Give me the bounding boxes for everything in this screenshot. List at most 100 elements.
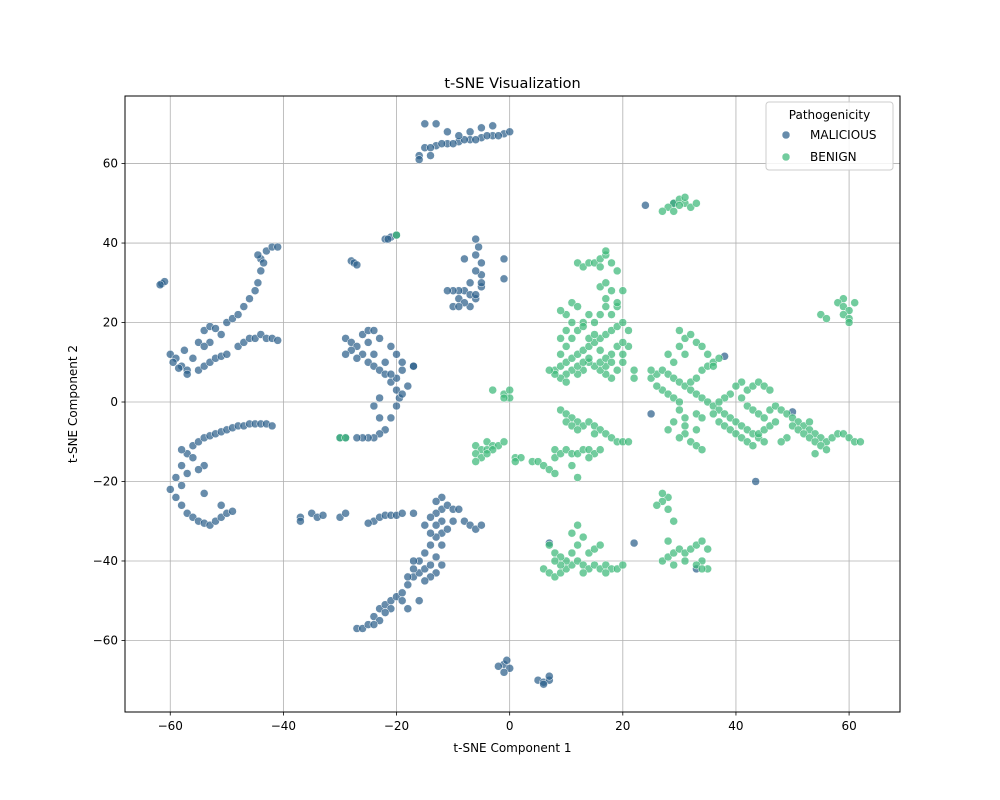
data-point-malicious bbox=[199, 489, 209, 498]
data-point-malicious bbox=[273, 242, 282, 252]
data-point-malicious bbox=[646, 409, 656, 419]
data-point-benign bbox=[499, 437, 509, 447]
data-point-malicious bbox=[454, 302, 464, 311]
data-point-benign bbox=[561, 377, 571, 387]
data-point-benign bbox=[499, 393, 509, 403]
data-point-malicious bbox=[180, 346, 189, 355]
data-point-benign bbox=[618, 318, 628, 327]
data-point-malicious bbox=[505, 127, 514, 137]
data-point-malicious bbox=[454, 505, 464, 514]
data-point-malicious bbox=[392, 350, 401, 359]
data-point-benign bbox=[680, 193, 690, 202]
data-point-benign bbox=[629, 373, 639, 383]
chart-title: t-SNE Visualization bbox=[444, 76, 580, 92]
data-point-malicious bbox=[397, 365, 407, 375]
data-point-malicious bbox=[397, 509, 407, 518]
data-point-benign bbox=[697, 342, 707, 351]
data-point-malicious bbox=[629, 538, 639, 548]
data-point-benign bbox=[669, 207, 678, 216]
data-point-malicious bbox=[448, 139, 458, 148]
data-point-malicious bbox=[363, 338, 373, 347]
data-point-benign bbox=[573, 540, 582, 550]
data-point-malicious bbox=[437, 540, 447, 550]
data-point-benign bbox=[844, 318, 854, 327]
data-point-malicious bbox=[239, 302, 249, 311]
x-axis-ticks: −60 −40 −20 0 20 40 60 bbox=[158, 712, 857, 733]
data-point-malicious bbox=[341, 350, 350, 359]
data-point-malicious bbox=[177, 481, 186, 490]
data-point-malicious bbox=[341, 509, 350, 518]
data-point-benign bbox=[731, 381, 741, 391]
data-point-malicious bbox=[426, 540, 435, 550]
data-point-benign bbox=[675, 326, 684, 335]
data-point-benign bbox=[567, 528, 577, 538]
data-point-malicious bbox=[256, 266, 266, 276]
legend-title: Pathogenicity bbox=[789, 108, 870, 122]
data-point-malicious bbox=[448, 516, 458, 526]
y-tick-label: −40 bbox=[93, 554, 118, 568]
data-point-benign bbox=[697, 536, 707, 546]
data-point-benign bbox=[822, 445, 831, 454]
data-point-malicious bbox=[471, 290, 480, 299]
data-point-malicious bbox=[403, 580, 413, 590]
data-point-malicious bbox=[383, 234, 393, 244]
data-point-benign bbox=[856, 437, 865, 447]
data-point-benign bbox=[697, 564, 707, 574]
data-point-malicious bbox=[253, 250, 263, 260]
data-point-benign bbox=[567, 334, 577, 343]
data-point-malicious bbox=[465, 127, 475, 137]
data-point-benign bbox=[675, 405, 684, 415]
data-point-malicious bbox=[194, 465, 203, 474]
data-point-malicious bbox=[431, 520, 441, 530]
x-tick-label: 20 bbox=[615, 719, 630, 733]
data-point-benign bbox=[663, 350, 673, 359]
data-point-malicious bbox=[482, 131, 492, 140]
y-tick-label: 40 bbox=[103, 236, 118, 250]
data-point-malicious bbox=[443, 524, 452, 534]
data-point-benign bbox=[692, 373, 701, 383]
data-point-benign bbox=[675, 433, 684, 443]
data-point-malicious bbox=[460, 254, 469, 264]
data-point-malicious bbox=[318, 511, 328, 520]
data-point-malicious bbox=[431, 552, 441, 562]
data-point-benign bbox=[595, 445, 605, 454]
data-point-malicious bbox=[420, 548, 430, 558]
data-point-benign bbox=[805, 417, 814, 427]
data-points bbox=[155, 119, 865, 689]
data-point-benign bbox=[607, 258, 616, 268]
x-tick-label: −20 bbox=[384, 719, 409, 733]
x-tick-label: 0 bbox=[506, 719, 514, 733]
data-point-benign bbox=[567, 318, 577, 327]
data-point-benign bbox=[624, 437, 633, 447]
data-point-benign bbox=[703, 544, 712, 554]
data-point-benign bbox=[601, 302, 611, 311]
data-point-malicious bbox=[403, 604, 413, 613]
data-point-malicious bbox=[253, 278, 263, 288]
data-point-malicious bbox=[471, 135, 480, 144]
data-point-benign bbox=[607, 310, 616, 319]
data-point-benign bbox=[573, 302, 582, 311]
data-point-malicious bbox=[477, 258, 486, 268]
data-point-malicious bbox=[245, 294, 254, 303]
data-point-benign bbox=[556, 350, 565, 359]
data-point-benign bbox=[686, 330, 695, 339]
data-point-benign bbox=[595, 540, 605, 550]
data-point-malicious bbox=[471, 266, 480, 276]
data-point-benign bbox=[697, 413, 707, 423]
data-point-benign bbox=[601, 294, 611, 303]
data-point-benign bbox=[669, 417, 678, 427]
data-point-malicious bbox=[211, 324, 220, 333]
y-tick-label: 20 bbox=[103, 316, 118, 330]
data-point-malicious bbox=[155, 280, 165, 290]
y-axis-ticks: −60 −40 −20 0 20 40 60 bbox=[93, 157, 125, 647]
data-point-benign bbox=[612, 298, 622, 307]
data-point-malicious bbox=[431, 119, 441, 129]
data-point-benign bbox=[607, 286, 616, 295]
data-point-benign bbox=[567, 548, 577, 558]
data-point-malicious bbox=[443, 286, 452, 295]
data-point-malicious bbox=[409, 556, 418, 566]
data-point-malicious bbox=[397, 588, 407, 598]
data-point-malicious bbox=[397, 596, 407, 605]
legend: Pathogenicity MALICIOUS BENIGN bbox=[765, 101, 894, 171]
